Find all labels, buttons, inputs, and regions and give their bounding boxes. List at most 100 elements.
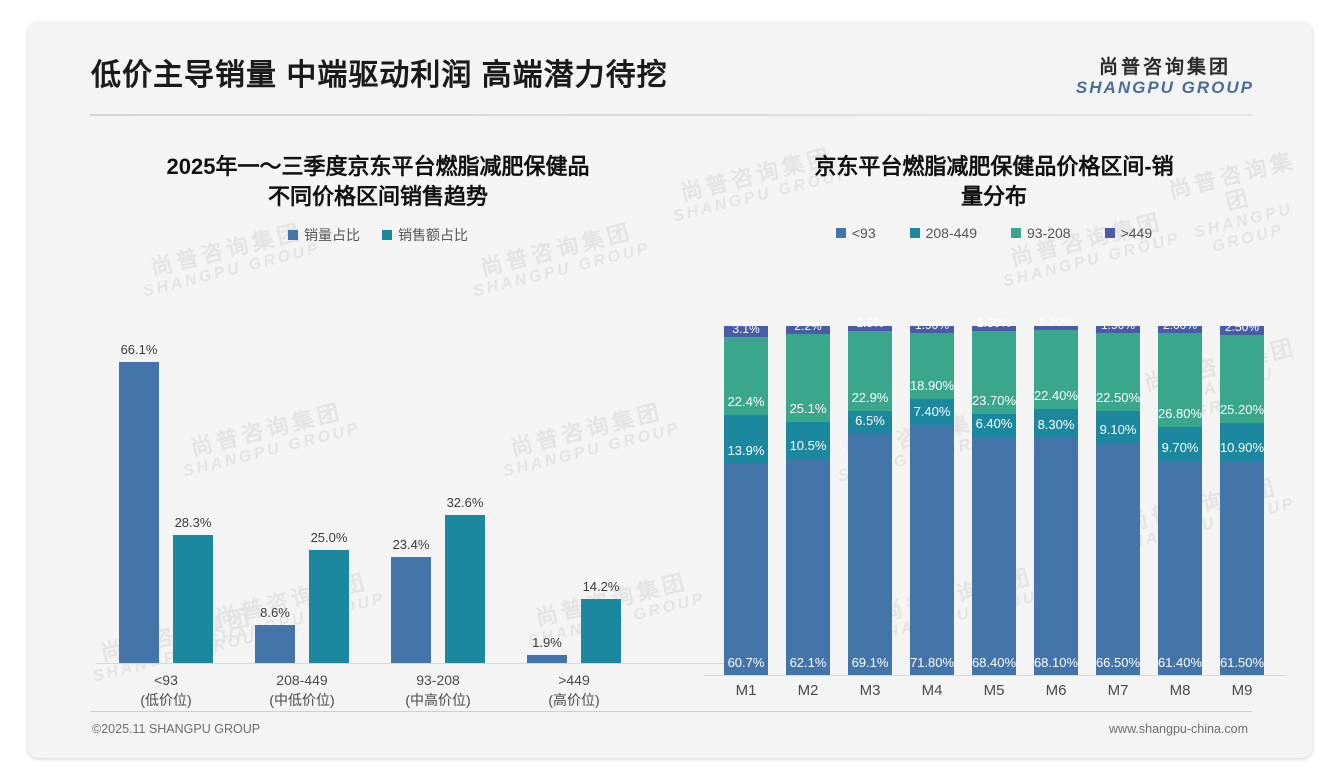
- stacked-bar-segment[interactable]: 6.40%: [972, 414, 1016, 437]
- stacked-bar-segment[interactable]: 13.9%: [724, 415, 768, 464]
- segment-value-label: 22.9%: [851, 390, 889, 406]
- stacked-bar-column[interactable]: 61.50% 10.90% 25.20% 2.50%: [1219, 320, 1265, 676]
- segment-value-label: 23.70%: [971, 393, 1017, 409]
- bar-column[interactable]: 32.6%: [445, 344, 485, 664]
- segment-value-label: 1.90%: [1100, 317, 1136, 332]
- stacked-bar-column[interactable]: 68.10% 8.30% 22.40% 1.20%: [1034, 315, 1078, 676]
- segment-value-label: 22.4%: [727, 394, 765, 410]
- brand-logo: 尚普咨询集团 SHANGPU GROUP: [1076, 58, 1254, 97]
- bar[interactable]: [581, 599, 621, 664]
- stacked-bar-segment[interactable]: 8.30%: [1034, 408, 1078, 438]
- segment-value-label: 1.5%: [856, 316, 884, 331]
- segment-value-label: 7.40%: [913, 403, 951, 419]
- stacked-bar-segment[interactable]: 22.9%: [848, 331, 892, 412]
- segment-value-label: 25.20%: [1219, 401, 1265, 417]
- bar-value-label: 8.6%: [260, 604, 290, 620]
- legend-swatch-icon: [909, 228, 920, 239]
- legend-item-1[interactable]: <93: [835, 225, 876, 241]
- left-chart-panel: 2025年一～三季度京东平台燃脂减肥保健品 不同价格区间销售趋势 销量占比 销售额…: [68, 130, 756, 711]
- segment-value-label: 62.1%: [789, 655, 827, 670]
- footer-copyright: ©2025.11 SHANGPU GROUP: [92, 722, 261, 736]
- stacked-bar-column[interactable]: 66.50% 9.10% 22.50% 1.90%: [1095, 318, 1141, 676]
- stacked-bar-segment[interactable]: 23.70%: [971, 331, 1017, 415]
- legend-swatch-icon: [1011, 228, 1021, 239]
- segment-value-label: 71.80%: [909, 655, 955, 670]
- bar[interactable]: [527, 655, 567, 664]
- stacked-bar-segment[interactable]: 62.1%: [786, 458, 830, 676]
- bar-column[interactable]: 25.0%: [309, 344, 349, 664]
- bar[interactable]: [255, 624, 295, 664]
- legend-item-3[interactable]: 93-208: [1011, 225, 1071, 241]
- segment-value-label: 1.50%: [976, 316, 1012, 331]
- stacked-bar-segment[interactable]: 22.50%: [1095, 332, 1141, 412]
- stacked-bar-column[interactable]: 62.1% 10.5% 25.1% 2.2%: [786, 319, 830, 676]
- stacked-bar-segment[interactable]: 25.20%: [1219, 334, 1265, 423]
- legend-item-1[interactable]: 销量占比: [288, 225, 360, 245]
- segment-value-label: 18.90%: [909, 377, 955, 393]
- bar-column[interactable]: 23.4%: [391, 344, 431, 664]
- bar-column[interactable]: 1.9%: [527, 344, 567, 664]
- right-chart-title: 京东平台燃脂减肥保健品价格区间-销 量分布: [694, 152, 1294, 211]
- x-axis-tick-range: <93: [154, 672, 178, 688]
- segment-value-label: 10.90%: [1219, 439, 1265, 455]
- legend-swatch-icon: [382, 230, 392, 241]
- stacked-bar-segment[interactable]: 1.90%: [910, 318, 954, 333]
- stacked-bar-segment[interactable]: 26.80%: [1158, 333, 1202, 428]
- legend-item-2[interactable]: 销售额占比: [382, 225, 468, 245]
- x-axis-tick: <93 (低价位): [96, 670, 236, 711]
- stacked-bar-segment[interactable]: 69.1%: [848, 434, 892, 676]
- stacked-bar-column[interactable]: 71.80% 7.40% 18.90% 1.90%: [909, 318, 955, 676]
- stacked-bar-segment[interactable]: 9.10%: [1096, 411, 1140, 444]
- left-chart-legend: 销量占比 销售额占比: [68, 225, 688, 245]
- left-chart-title-line1: 2025年一～三季度京东平台燃脂减肥保健品: [166, 154, 590, 179]
- stacked-bar-segment[interactable]: 22.40%: [1034, 330, 1078, 409]
- segment-value-label: 2.00%: [1162, 318, 1198, 333]
- bar[interactable]: [173, 534, 213, 664]
- stacked-bar-segment[interactable]: 1.20%: [1034, 315, 1078, 331]
- stacked-bar-segment[interactable]: 2.00%: [1158, 318, 1202, 334]
- bar-column[interactable]: 14.2%: [581, 344, 621, 664]
- bar[interactable]: [391, 557, 431, 664]
- bar[interactable]: [119, 361, 159, 664]
- legend-item-4[interactable]: >449: [1104, 225, 1152, 241]
- stacked-bar-segment[interactable]: 68.40%: [972, 436, 1016, 676]
- stacked-bar-segment[interactable]: 61.50%: [1220, 460, 1264, 676]
- stacked-bar-segment[interactable]: 1.5%: [848, 316, 892, 332]
- bar[interactable]: [309, 549, 349, 664]
- stacked-bar-column[interactable]: 69.1% 6.5% 22.9% 1.5%: [848, 316, 892, 676]
- stacked-bar-segment[interactable]: 2.2%: [786, 319, 830, 335]
- bar-column[interactable]: 28.3%: [173, 344, 213, 664]
- bar-column[interactable]: 66.1%: [119, 342, 159, 664]
- x-axis-tick-tier: (低价位): [140, 692, 192, 709]
- x-axis-tick: M8: [1169, 682, 1191, 699]
- stacked-bar-segment[interactable]: 60.7%: [724, 463, 768, 676]
- x-axis-tick: 93-208 (中高价位): [368, 670, 508, 711]
- stacked-bar-column[interactable]: 68.40% 6.40% 23.70% 1.50%: [971, 316, 1017, 676]
- bar-column[interactable]: 8.6%: [255, 344, 295, 664]
- stacked-bar-segment[interactable]: 1.50%: [972, 316, 1016, 332]
- legend-item-2[interactable]: 208-449: [909, 225, 977, 241]
- segment-value-label: 22.50%: [1095, 390, 1141, 406]
- stacked-bar-segment[interactable]: 25.1%: [786, 334, 830, 422]
- stacked-bar-segment[interactable]: 68.10%: [1034, 437, 1078, 676]
- stacked-bar-segment[interactable]: 66.50%: [1096, 443, 1140, 676]
- stacked-bar-segment[interactable]: 71.80%: [909, 424, 955, 676]
- stacked-bar-segment[interactable]: 22.4%: [724, 336, 768, 416]
- logo-english-text: SHANGPU GROUP: [1075, 77, 1254, 97]
- stacked-bar-segment[interactable]: 10.90%: [1219, 422, 1265, 461]
- right-chart-bars: 60.7% 13.9% 22.4% 3.1% 62.1% 10.5% 25.1% 2.2% 69…: [712, 315, 1278, 676]
- stacked-bar-segment[interactable]: 6.5%: [848, 411, 892, 435]
- stacked-bar-segment[interactable]: 9.70%: [1158, 427, 1202, 462]
- stacked-bar-segment[interactable]: 3.1%: [724, 322, 768, 337]
- stacked-bar-segment[interactable]: 1.90%: [1096, 318, 1140, 333]
- stacked-bar-column[interactable]: 61.40% 9.70% 26.80% 2.00%: [1158, 318, 1202, 676]
- stacked-bar-column[interactable]: 60.7% 13.9% 22.4% 3.1%: [724, 322, 768, 676]
- bar[interactable]: [445, 514, 485, 664]
- stacked-bar-segment[interactable]: 7.40%: [910, 398, 954, 425]
- stacked-bar-segment[interactable]: 10.5%: [786, 421, 830, 459]
- segment-value-label: 69.1%: [851, 655, 889, 670]
- stacked-bar-segment[interactable]: 2.50%: [1220, 320, 1264, 335]
- segment-value-label: 3.1%: [732, 321, 760, 336]
- stacked-bar-segment[interactable]: 18.90%: [909, 332, 955, 399]
- stacked-bar-segment[interactable]: 61.40%: [1158, 461, 1202, 676]
